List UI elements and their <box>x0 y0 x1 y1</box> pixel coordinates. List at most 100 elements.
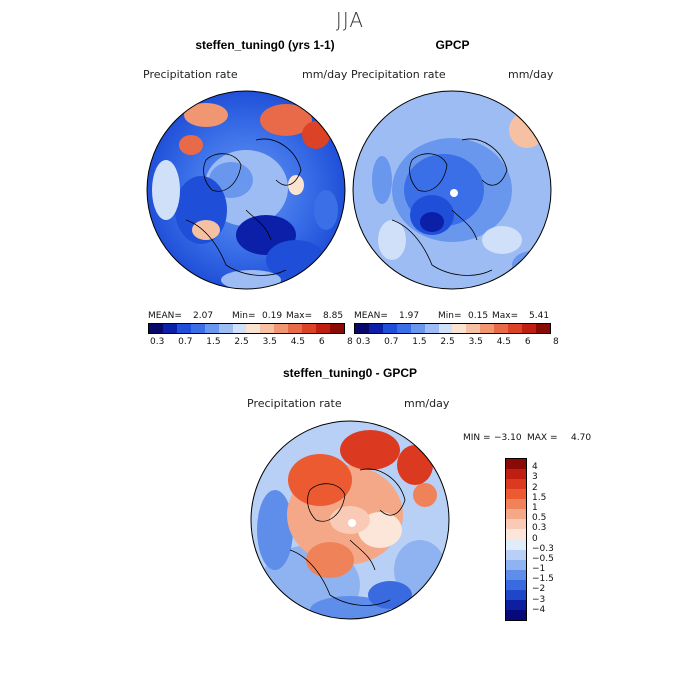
colorbar-tick-label: 3 <box>532 472 538 483</box>
panel-2-max-value: 5.41 <box>529 311 550 321</box>
panel-3-units-label: mm/day <box>404 397 450 410</box>
panel-2-colorbar <box>354 323 551 334</box>
colorbar-swatch <box>522 324 536 333</box>
colorbar-tick-label: −0.3 <box>532 543 554 554</box>
panel-1-title: steffen_tuning0 (yrs 1-1) <box>195 38 335 52</box>
panel-3-min-value: −3.10 <box>494 433 522 443</box>
colorbar-tick-label: 2.5 <box>234 337 249 347</box>
colorbar-tick-label: 0.3 <box>356 337 371 347</box>
colorbar-swatch <box>506 539 526 550</box>
panel-1-max-value: 8.85 <box>323 311 344 321</box>
colorbar-tick-label: 8 <box>553 337 559 347</box>
colorbar-swatch <box>396 324 411 333</box>
colorbar-tick-label: −1.5 <box>532 574 554 585</box>
colorbar-swatch <box>190 324 205 333</box>
panel-3-max-value: 4.70 <box>571 433 592 443</box>
colorbar-swatch <box>506 529 526 540</box>
colorbar-swatch <box>480 324 495 333</box>
colorbar-swatch <box>506 559 526 570</box>
panel-2-title: GPCP <box>435 38 470 52</box>
colorbar-tick-label: −0.5 <box>532 553 554 564</box>
colorbar-swatch <box>452 324 467 333</box>
colorbar-tick-label: 1.5 <box>532 492 547 503</box>
pole-marker <box>450 189 458 197</box>
colorbar-swatch <box>506 499 526 510</box>
colorbar-tick-label: 4 <box>532 462 538 473</box>
colorbar-swatch <box>506 599 526 610</box>
colorbar-tick-label: 0.7 <box>384 337 399 347</box>
panel-2-polar-map <box>352 90 552 290</box>
colorbar-swatch <box>204 324 219 333</box>
panel-3-max-label: MAX = <box>527 433 558 443</box>
panel-1-min-label: Min= <box>232 311 256 321</box>
colorbar-swatch <box>506 509 526 520</box>
colorbar-swatch <box>232 324 247 333</box>
colorbar-swatch <box>506 569 526 580</box>
colorbar-swatch <box>508 324 523 333</box>
colorbar-swatch <box>288 324 303 333</box>
colorbar-tick-label: 0.3 <box>532 523 547 534</box>
colorbar-tick-label: 1.5 <box>412 337 427 347</box>
colorbar-tick-label: 4.5 <box>496 337 512 347</box>
colorbar-swatch <box>382 324 397 333</box>
panel-2-mean-value: 1.97 <box>399 311 420 321</box>
colorbar-tick-label: 8 <box>347 337 353 347</box>
colorbar-tick-label: 0.3 <box>150 337 165 347</box>
panel-1-colorbar <box>148 323 345 334</box>
colorbar-swatch <box>218 324 233 333</box>
panel-2-variable-label: Precipitation rate <box>351 68 446 81</box>
colorbar-swatch <box>260 324 275 333</box>
panel-2-min-label: Min= <box>438 311 462 321</box>
colorbar-tick-label: 1.5 <box>206 337 221 347</box>
colorbar-swatch <box>274 324 289 333</box>
colorbar-swatch <box>506 589 526 600</box>
colorbar-swatch <box>506 459 526 470</box>
colorbar-tick-label: −1 <box>532 564 546 575</box>
panel-3-title: steffen_tuning0 - GPCP <box>282 366 417 380</box>
panel-3-variable-label: Precipitation rate <box>247 397 342 410</box>
pole-marker <box>348 519 356 527</box>
colorbar-tick-label: 4.5 <box>290 337 306 347</box>
colorbar-tick-label: 0 <box>532 533 538 544</box>
panel-3-polar-map <box>250 420 450 620</box>
colorbar-swatch <box>424 324 439 333</box>
panel-2-units-label: mm/day <box>508 68 554 81</box>
colorbar-swatch <box>506 519 526 530</box>
colorbar-swatch <box>535 324 550 333</box>
colorbar-swatch <box>506 469 526 480</box>
panel-1-mean-label: MEAN= <box>148 311 182 321</box>
colorbar-swatch <box>329 324 344 333</box>
panel-1-units-label: mm/day <box>302 68 348 81</box>
colorbar-tick-label: −2 <box>532 584 546 595</box>
panel-1-polar-map <box>146 90 346 290</box>
colorbar-swatch <box>410 324 425 333</box>
panel-3-min-label: MIN = <box>463 433 491 443</box>
panel-1-max-label: Max= <box>286 311 313 321</box>
colorbar-tick-label: 3.5 <box>262 337 277 347</box>
colorbar-tick-label: 3.5 <box>468 337 483 347</box>
figure-season-title: JJA <box>335 8 365 32</box>
panel-2-min-value: 0.15 <box>468 311 489 321</box>
colorbar-swatch <box>466 324 481 333</box>
colorbar-swatch <box>302 324 317 333</box>
colorbar-tick-label: −4 <box>532 604 546 615</box>
colorbar-swatch <box>368 324 383 333</box>
colorbar-swatch <box>494 324 509 333</box>
colorbar-tick-label: 6 <box>524 337 531 347</box>
colorbar-swatch <box>246 324 261 333</box>
colorbar-tick-label: 0.5 <box>532 513 547 524</box>
panel-1-variable-label: Precipitation rate <box>143 68 238 81</box>
colorbar-tick-label: 0.7 <box>178 337 193 347</box>
panel-3-colorbar <box>505 458 527 621</box>
colorbar-swatch <box>506 549 526 560</box>
panel-1-min-value: 0.19 <box>262 311 283 321</box>
panel-2-max-label: Max= <box>492 311 519 321</box>
colorbar-tick-label: 2 <box>532 482 538 493</box>
colorbar-swatch <box>506 479 526 490</box>
colorbar-swatch <box>176 324 191 333</box>
panel-1-mean-value: 2.07 <box>193 311 214 321</box>
colorbar-swatch <box>506 579 526 590</box>
colorbar-tick-label: 6 <box>318 337 325 347</box>
colorbar-swatch <box>149 324 163 333</box>
colorbar-swatch <box>316 324 330 333</box>
